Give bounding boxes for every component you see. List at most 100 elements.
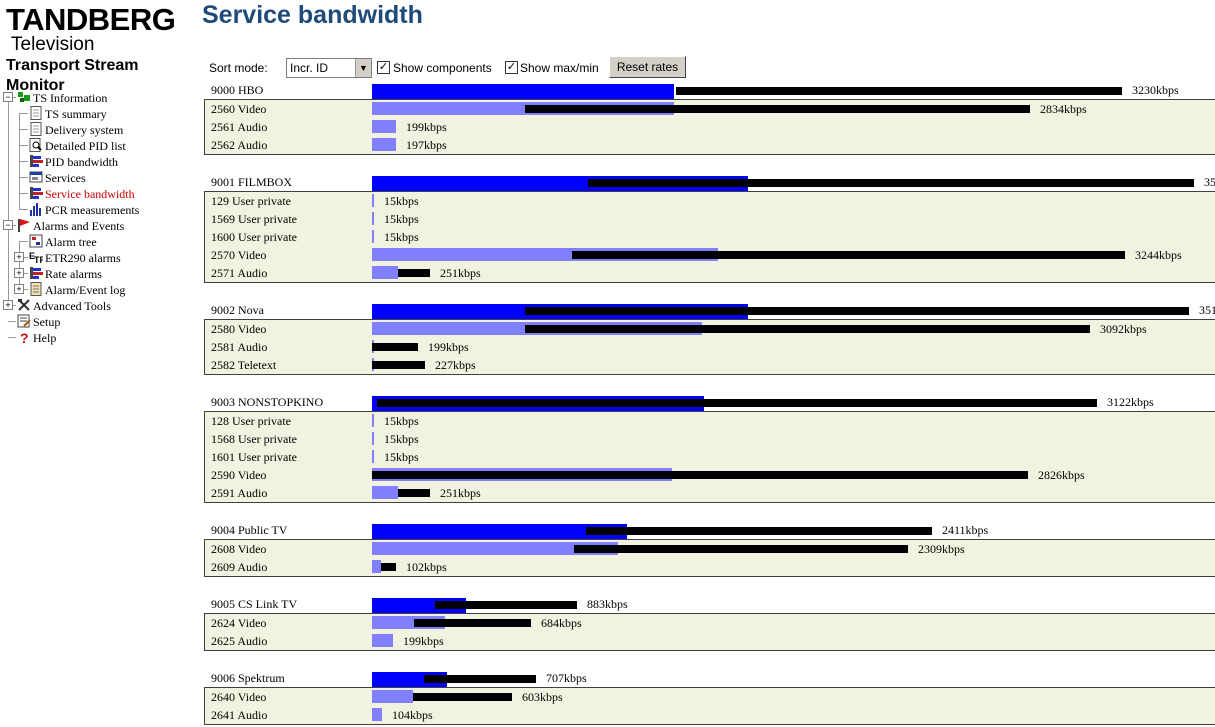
- nav-item-label: Services: [45, 171, 86, 185]
- component-label: 2581 Audio: [211, 340, 268, 354]
- service-row: 9005 CS Link TV 883kbps: [204, 595, 1215, 613]
- show-maxmin-label[interactable]: Show max/min: [520, 61, 599, 75]
- tree-line: [8, 225, 9, 305]
- alarm-tree-icon: [29, 234, 43, 248]
- svg-text:?: ?: [20, 330, 29, 344]
- service-label: 9006 Spektrum: [211, 671, 285, 685]
- component-row: 2625 Audio 199kbps: [204, 632, 1215, 650]
- rate-value: 2826kbps: [1038, 468, 1085, 482]
- maxmin-bar: [413, 693, 512, 701]
- expand-icon[interactable]: +: [3, 300, 13, 310]
- rate-value: 15kbps: [384, 450, 419, 464]
- tree-line: [8, 93, 9, 225]
- component-label: 2591 Audio: [211, 486, 268, 500]
- maxmin-bar: [372, 471, 1028, 479]
- tree-line: [19, 129, 28, 130]
- services-icon: [29, 170, 43, 184]
- rate-value: 197kbps: [406, 138, 447, 152]
- bandwidth-icon: [29, 186, 43, 200]
- rate-value: 199kbps: [403, 634, 444, 648]
- rate-value: 684kbps: [541, 616, 582, 630]
- component-row: 2571 Audio 251kbps: [204, 264, 1215, 282]
- component-row: 1569 User private 15kbps: [204, 210, 1215, 228]
- sort-mode-select[interactable]: Incr. ID ▼: [286, 58, 372, 78]
- service-rate-bar: [372, 84, 674, 99]
- maxmin-bar: [398, 489, 430, 497]
- component-label: 2609 Audio: [211, 560, 268, 574]
- tools-icon: [17, 298, 31, 312]
- component-rate-bar: [372, 486, 398, 499]
- service-row: 9001 FILMBOX 3540kbps: [204, 173, 1215, 191]
- nav-item-label: Advanced Tools: [33, 299, 111, 313]
- maxmin-bar: [372, 343, 418, 351]
- bandwidth-icon: [29, 154, 43, 168]
- component-row: 1600 User private 15kbps: [204, 228, 1215, 246]
- component-label: 2624 Video: [211, 616, 267, 630]
- component-row: 2581 Audio 199kbps: [204, 338, 1215, 356]
- nav-item-label: ETR290 alarms: [45, 251, 121, 265]
- component-rate-bar: [372, 634, 393, 647]
- chart-icon: [29, 202, 43, 216]
- collapse-icon[interactable]: −: [3, 92, 13, 102]
- maxmin-bar: [377, 399, 1097, 407]
- rate-value: 3540kbps: [1204, 175, 1215, 189]
- sort-mode-value: Incr. ID: [290, 61, 329, 75]
- component-row: 1601 User private 15kbps: [204, 448, 1215, 466]
- component-row: 2560 Video 2834kbps: [204, 100, 1215, 118]
- maxmin-bar: [398, 269, 430, 277]
- component-label: 1600 User private: [211, 230, 297, 244]
- component-row: 2570 Video 3244kbps: [204, 246, 1215, 264]
- nav-item-label: PCR measurements: [45, 203, 140, 217]
- rate-value: 15kbps: [384, 432, 419, 446]
- chevron-down-icon[interactable]: ▼: [355, 59, 371, 77]
- component-label: 2571 Audio: [211, 266, 268, 280]
- component-rate-bar: [372, 194, 374, 207]
- maxmin-bar: [435, 601, 577, 609]
- component-rate-bar: [372, 212, 374, 225]
- log-icon: [29, 282, 43, 296]
- component-rate-bar: [372, 542, 618, 555]
- maxmin-bar: [588, 179, 1194, 187]
- expand-icon[interactable]: +: [14, 252, 24, 262]
- component-rate-bar: [372, 138, 396, 151]
- ts-info-icon: [17, 90, 31, 104]
- component-rate-bar: [372, 432, 374, 445]
- component-label: 2640 Video: [211, 690, 267, 704]
- component-label: 1569 User private: [211, 212, 297, 226]
- magnifier-icon: [29, 138, 43, 152]
- tree-line: [19, 241, 28, 242]
- rate-value: 3122kbps: [1107, 395, 1154, 409]
- collapse-icon[interactable]: −: [3, 220, 13, 230]
- service-label: 9005 CS Link TV: [211, 597, 298, 611]
- component-row: 2591 Audio 251kbps: [204, 484, 1215, 502]
- maxmin-bar: [424, 675, 536, 683]
- rate-value: 102kbps: [406, 560, 447, 574]
- service-row: 9000 HBO 3230kbps: [204, 81, 1215, 99]
- show-components-checkbox[interactable]: ✓: [377, 61, 390, 74]
- component-row: 2641 Audio 104kbps: [204, 706, 1215, 724]
- nav-item-label: Alarms and Events: [33, 219, 125, 233]
- reset-rates-button[interactable]: Reset rates: [609, 56, 686, 78]
- expand-icon[interactable]: +: [14, 268, 24, 278]
- maxmin-bar: [414, 619, 531, 627]
- show-components-label[interactable]: Show components: [393, 61, 492, 75]
- component-row: 2590 Video 2826kbps: [204, 466, 1215, 484]
- component-label: 2625 Audio: [211, 634, 268, 648]
- rate-value: 2834kbps: [1040, 102, 1087, 116]
- component-row: 128 User private 15kbps: [204, 412, 1215, 430]
- etr-icon: E TR: [29, 250, 46, 265]
- service-label: 9004 Public TV: [211, 523, 288, 537]
- show-maxmin-checkbox[interactable]: ✓: [505, 61, 518, 74]
- component-row: 2609 Audio 102kbps: [204, 558, 1215, 576]
- service-list: 9000 HBO 3230kbps 2560 Video 2834kbps 2561 A…: [204, 0, 1215, 727]
- rate-value: 15kbps: [384, 414, 419, 428]
- rate-value: 883kbps: [587, 597, 628, 611]
- component-rate-bar: [372, 560, 381, 573]
- maxmin-bar: [676, 87, 1122, 95]
- nav-item-label: Alarm tree: [45, 235, 97, 249]
- expand-icon[interactable]: +: [14, 284, 24, 294]
- tree-line: [19, 193, 28, 194]
- rate-value: 707kbps: [546, 671, 587, 685]
- maxmin-bar: [586, 527, 932, 535]
- rate-value: 104kbps: [392, 708, 433, 722]
